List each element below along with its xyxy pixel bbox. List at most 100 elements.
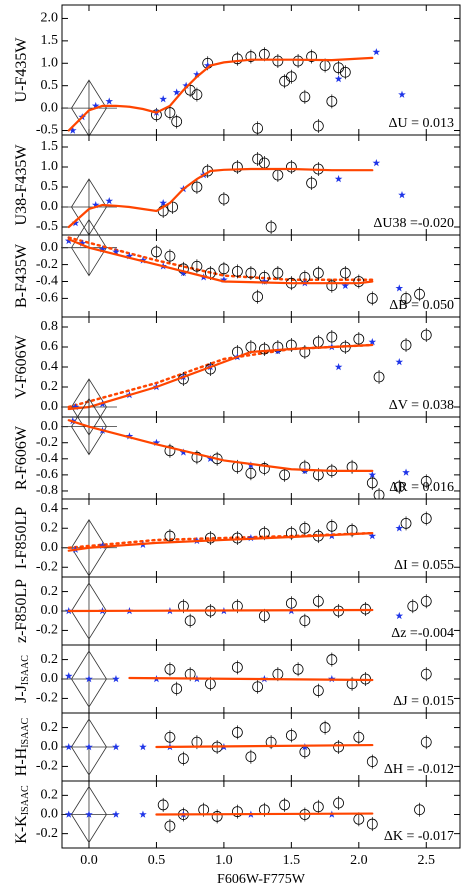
y-tick-label: 1.0: [41, 159, 59, 174]
y-tick-label: 0.6: [41, 339, 59, 354]
data-star: [64, 743, 73, 751]
data-star: [139, 810, 147, 818]
annotation: ΔH = -0.012: [384, 762, 454, 777]
data-circle: [326, 95, 338, 107]
data-circle: [299, 615, 311, 627]
data-star: [98, 541, 107, 550]
data-circle: [245, 751, 257, 763]
data-circle: [312, 595, 324, 607]
y-tick-label: -0.2: [36, 623, 58, 638]
data-circle: [167, 201, 179, 213]
y-axis-label: I-F850LP: [13, 507, 30, 569]
y-axis-label: J-JISAAC: [13, 655, 32, 703]
dotted-fit-line: [67, 531, 374, 549]
y-axis-label: H-HISAAC: [13, 717, 32, 776]
data-circle: [178, 753, 189, 765]
y-axis-label-sub: ISAAC: [20, 785, 31, 815]
data-star: [139, 743, 147, 751]
data-star: [85, 675, 93, 683]
dotted-fit-line: [67, 236, 374, 282]
y-tick-label: 0.0: [41, 199, 59, 214]
y-tick-label: 0.4: [41, 501, 59, 516]
data-star: [372, 48, 381, 56]
y-tick-label: 0.5: [41, 179, 59, 194]
y-axis-label-main: I-F850LP: [13, 507, 30, 569]
data-circle: [285, 161, 297, 173]
data-circle: [373, 489, 385, 499]
x-axis-label: F606W-F775W: [217, 872, 306, 887]
data-circle: [231, 265, 243, 277]
data-circle: [231, 161, 243, 173]
y-tick-label: 0.0: [41, 671, 59, 686]
data-star: [260, 277, 269, 285]
data-circle: [205, 532, 216, 544]
plot-area: [67, 328, 432, 411]
data-circle: [333, 797, 344, 809]
y-tick-label: -0.2: [36, 691, 58, 706]
y-axis-label: K-KISAAC: [13, 785, 32, 844]
data-star: [139, 256, 147, 264]
data-circle: [279, 799, 291, 811]
data-circle: [265, 736, 277, 748]
y-tick-label: 2.0: [41, 11, 59, 26]
data-circle: [306, 51, 317, 62]
y-axis-label: B-F435W: [13, 243, 30, 308]
data-circle: [164, 530, 176, 542]
data-star: [247, 534, 255, 542]
data-circle: [258, 343, 270, 355]
data-star: [152, 438, 161, 446]
y-axis-label-sub: ISAAC: [20, 717, 31, 747]
panel: 0.0 0.2 0.4 0.6 0.8 V-F606W ΔV = 0.038: [13, 316, 461, 436]
plot-area: [67, 511, 432, 553]
y-axis-label-main: U-F435W: [13, 37, 30, 103]
panel: -0.5 0.0 0.5 1.0 1.5 U38-F435W ΔU38 =-0.020: [13, 134, 461, 236]
fit-line: [155, 743, 374, 749]
x-tick-label: 2.5: [418, 853, 436, 868]
plot-area: [64, 236, 425, 306]
data-star: [368, 338, 377, 346]
fit-line: [67, 56, 374, 132]
data-circle: [373, 371, 385, 383]
y-axis-label: z-F850LP: [13, 579, 30, 643]
data-circle: [299, 346, 311, 358]
data-star: [68, 126, 77, 134]
data-star: [159, 95, 167, 103]
data-circle: [299, 91, 311, 103]
plot-area: [67, 47, 406, 135]
data-circle: [292, 55, 304, 67]
data-star: [71, 403, 80, 411]
y-tick-label: 0.2: [41, 379, 59, 394]
y-axis-label-main: J-J: [13, 685, 30, 703]
data-circle: [420, 329, 432, 341]
annotation: ΔR = 0.016: [389, 480, 454, 495]
data-circle: [279, 469, 291, 481]
data-circle: [366, 477, 378, 489]
data-star: [105, 197, 114, 205]
fit-line: [67, 608, 374, 613]
data-star: [334, 175, 343, 183]
data-star: [64, 236, 73, 245]
y-tick-label: 0.2: [41, 788, 59, 803]
data-circle: [306, 177, 317, 189]
data-star: [372, 159, 381, 167]
panel: -0.2 0.0 0.2 0.0 0.5 1.0 1.5 2.0 2.5 K-KISAAC ΔK =…: [13, 780, 461, 887]
data-star: [172, 88, 181, 96]
annotation: ΔI = 0.055: [394, 558, 454, 573]
data-circle: [353, 731, 365, 743]
data-circle: [400, 339, 412, 351]
x-tick-label: 2.0: [350, 853, 368, 868]
data-star: [368, 470, 377, 479]
data-star: [220, 275, 228, 284]
y-tick-label: 0.0: [41, 419, 59, 434]
y-tick-label: 0.0: [41, 540, 59, 555]
data-circle: [420, 513, 432, 524]
x-tick-label: 1.5: [283, 853, 301, 868]
data-circle: [252, 681, 264, 693]
plot-area: [64, 594, 432, 628]
annotation: ΔB = 0.050: [389, 298, 454, 313]
data-circle: [218, 263, 230, 275]
data-star: [112, 810, 120, 818]
fit-line: [155, 812, 374, 816]
y-tick-label: 0.0: [41, 100, 59, 115]
y-tick-label: 0.4: [41, 359, 59, 374]
